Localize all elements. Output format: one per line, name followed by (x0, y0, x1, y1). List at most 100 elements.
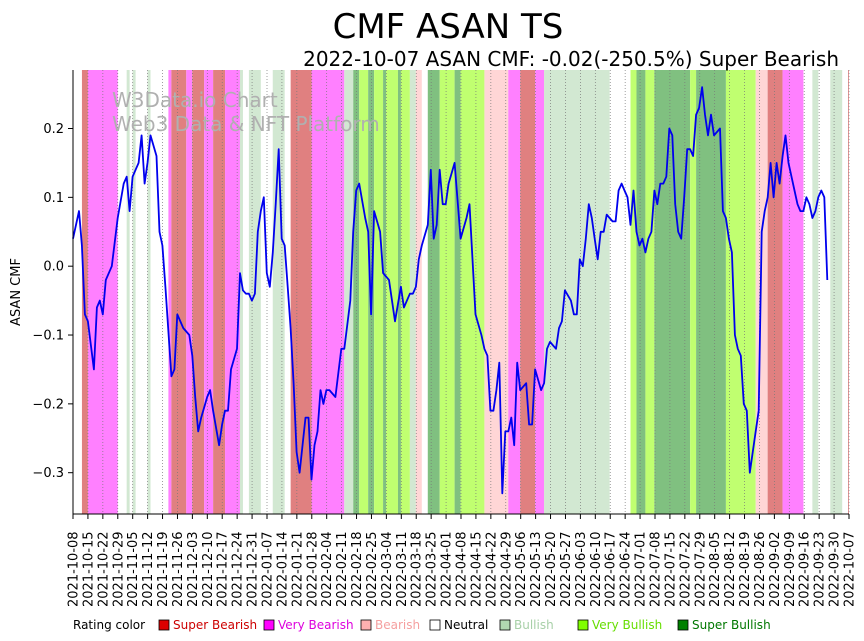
x-tick-label: 2022-09-30 (828, 531, 843, 607)
x-tick-label: 2022-04-15 (469, 531, 484, 607)
band-bullish (132, 70, 136, 514)
x-tick-label: 2022-05-13 (529, 531, 544, 607)
x-tick-label: 2021-10-22 (96, 531, 111, 607)
x-tick-label: 2022-09-09 (783, 531, 798, 607)
band-bullish (344, 70, 354, 514)
band-very-bullish (386, 70, 398, 514)
band-very-bullish (690, 70, 697, 514)
x-tick-label: 2021-12-10 (201, 531, 216, 607)
legend-swatch-bearish (360, 619, 372, 631)
legend-label-very-bullish: Very Bullish (592, 618, 662, 632)
x-tick-label: 2022-07-08 (649, 531, 664, 607)
band-bearish (755, 70, 768, 514)
y-tick-label: −0.3 (32, 466, 64, 481)
watermark-line-2: Web3 Data & NFT Platform (112, 112, 380, 136)
band-bullish (272, 70, 285, 514)
x-tick-label: 2022-09-02 (768, 531, 783, 607)
band-super-bearish (520, 70, 536, 514)
x-tick-label: 2022-03-04 (380, 531, 395, 607)
y-tick-label: −0.1 (32, 329, 64, 344)
x-ticks: 2021-10-08 2021-10-15 2021-10-22 2021-10-29… (67, 514, 858, 607)
chart-subtitle: 2022-10-07 ASAN CMF: -0.02(-250.5%) Supe… (303, 47, 839, 71)
x-tick-label: 2022-09-16 (798, 531, 813, 607)
x-tick-label: 2021-12-03 (186, 531, 201, 607)
band-very-bearish (204, 70, 214, 514)
x-tick-label: 2022-06-17 (604, 531, 619, 607)
band-super-bullish (383, 70, 387, 514)
legend-swatch-very-bullish (577, 619, 589, 631)
rating-bands (81, 70, 849, 514)
x-tick-label: 2022-01-07 (261, 531, 276, 607)
x-tick-label: 2022-04-08 (455, 531, 470, 607)
x-tick-label: 2022-05-06 (514, 531, 529, 607)
x-tick-label: 2021-10-15 (81, 531, 96, 607)
band-super-bullish (427, 70, 440, 514)
band-super-bullish (454, 70, 461, 514)
band-super-bearish (171, 70, 187, 514)
x-tick-label: 2022-06-10 (589, 531, 604, 607)
band-super-bullish (636, 70, 646, 514)
x-tick-label: 2021-12-31 (246, 531, 261, 607)
y-ticks: 0.2 0.1 0.0 −0.1 −0.2 −0.3 (32, 122, 73, 481)
band-very-bearish (186, 70, 193, 514)
band-very-bullish (460, 70, 485, 514)
band-bullish (239, 70, 243, 514)
x-tick-label: 2022-07-22 (678, 531, 693, 607)
x-tick-label: 2022-04-01 (440, 531, 455, 607)
band-bullish (812, 70, 819, 514)
band-very-bullish (630, 70, 637, 514)
legend-label-bearish: Bearish (375, 618, 420, 632)
band-very-bearish (535, 70, 545, 514)
x-tick-label: 2021-11-19 (156, 531, 171, 607)
series-layer (72, 86, 829, 495)
band-very-bearish (508, 70, 521, 514)
band-super-bearish (290, 70, 312, 514)
band-super-bearish (192, 70, 205, 514)
x-tick-label: 2022-02-25 (365, 531, 380, 607)
band-very-bearish (311, 70, 345, 514)
series-line-cmf (72, 86, 829, 495)
legend-title: Rating color (73, 618, 145, 632)
x-tick-label: 2021-11-05 (126, 531, 141, 607)
x-tick-label: 2022-01-21 (290, 531, 305, 607)
x-tick-label: 2022-07-15 (663, 531, 678, 607)
band-very-bullish (439, 70, 455, 514)
x-tick-label: 2022-02-04 (320, 531, 335, 607)
band-super-bearish (848, 70, 849, 514)
y-tick-label: 0.2 (43, 122, 64, 137)
x-tick-label: 2022-02-18 (350, 531, 365, 607)
y-axis-label: ASAN CMF (9, 258, 24, 326)
band-very-bearish (168, 70, 172, 514)
band-super-bearish (767, 70, 783, 514)
band-bullish (830, 70, 843, 514)
y-tick-label: 0.0 (43, 260, 64, 275)
legend-swatch-super-bearish (158, 619, 170, 631)
legend-label-super-bullish: Super Bullish (692, 618, 771, 632)
y-tick-label: −0.2 (32, 397, 64, 412)
band-bullish (544, 70, 610, 514)
x-tick-label: 2022-09-23 (813, 531, 828, 607)
legend-label-very-bearish: Very Bearish (278, 618, 354, 632)
x-tick-label: 2022-03-25 (425, 531, 440, 607)
legend-swatch-bullish (499, 619, 511, 631)
x-tick-label: 2021-11-26 (171, 531, 186, 607)
chart-title: CMF ASAN TS (333, 7, 564, 47)
x-tick-label: 2022-08-26 (753, 531, 768, 607)
x-tick-label: 2022-03-11 (395, 531, 410, 607)
x-tick-label: 2022-01-14 (275, 531, 290, 607)
watermark-line-1: W3Data.io Chart (112, 88, 278, 112)
x-tick-label: 2022-08-05 (708, 531, 723, 607)
x-tick-label: 2022-01-28 (305, 531, 320, 607)
x-tick-label: 2022-08-12 (723, 531, 738, 607)
band-very-bullish (359, 70, 369, 514)
x-tick-label: 2022-06-03 (574, 531, 589, 607)
band-bearish (415, 70, 422, 514)
band-very-bullish (400, 70, 410, 514)
x-tick-label: 2022-05-27 (559, 531, 574, 607)
x-tick-label: 2021-12-24 (231, 531, 246, 607)
x-tick-label: 2021-12-17 (216, 531, 231, 607)
band-very-bullish (645, 70, 655, 514)
x-tick-label: 2022-04-22 (484, 531, 499, 607)
legend-swatch-super-bullish (677, 619, 689, 631)
